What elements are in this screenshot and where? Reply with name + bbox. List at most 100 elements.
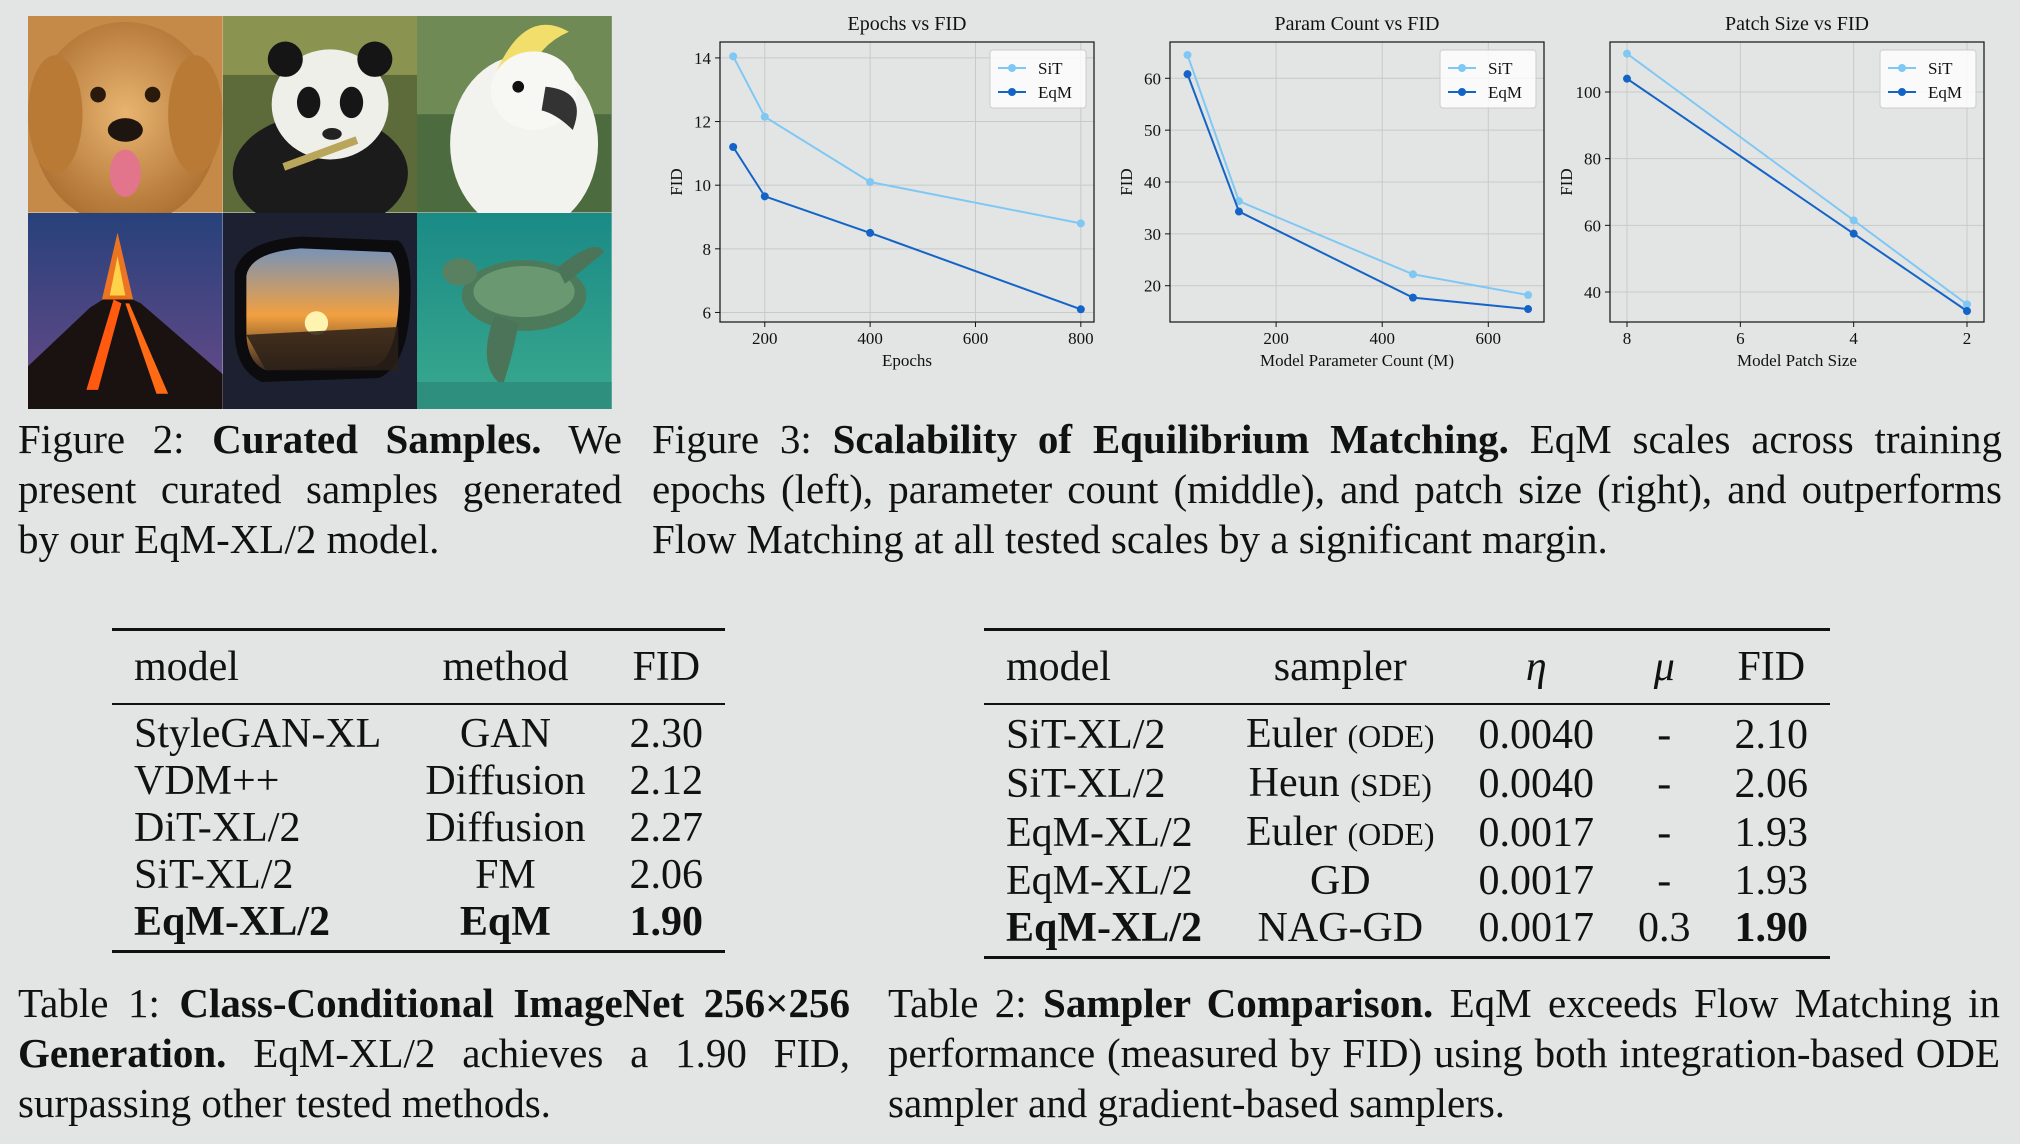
legend-marker — [1458, 64, 1466, 72]
legend-entry: SiT — [1488, 59, 1513, 78]
data-point-sit — [1234, 197, 1243, 206]
plot-frame — [719, 41, 1095, 323]
table-row: StyleGAN-XL GAN 2.30 — [112, 704, 725, 758]
x-tick-label: 8 — [1623, 329, 1632, 348]
sample-image-car-mirror — [222, 212, 418, 409]
chart-svg: Epochs vs FID 200 400 600 800 6 8 10 12 14 Epochs F… — [667, 13, 1095, 370]
x-axis-label: Model Patch Size — [1737, 351, 1857, 370]
x-axis-label: Epochs — [882, 351, 932, 370]
table-2-header-sampler: sampler — [1224, 628, 1457, 705]
sample-image-panda — [222, 16, 418, 213]
table-2-cell-eta: 0.0017 — [1478, 810, 1595, 856]
chart-svg: Patch Size vs FID 8 6 4 2 40 60 80 100 Model Patc… — [1557, 13, 1985, 370]
table-1-cell-fid: 2.27 — [629, 805, 704, 851]
x-tick-label: 400 — [857, 329, 883, 348]
x-tick-label: 4 — [1849, 329, 1858, 348]
data-point-sit — [866, 178, 875, 186]
legend-marker — [1458, 88, 1466, 96]
table-row-best: EqM-XL/2 NAG-GD 0.0017 0.3 1.90 — [984, 905, 1831, 959]
table-2-cell-model: EqM-XL/2 — [1006, 810, 1193, 856]
table-1-body: EqM-XL/2 achieves a 1.90 FID, surpassing… — [18, 1030, 850, 1126]
table-1-cell-model: EqM-XL/2 — [112, 899, 404, 953]
table-1-header-fid: FID — [607, 628, 726, 705]
chart-title: Epochs vs FID — [848, 13, 967, 35]
data-point-eqm — [1623, 74, 1631, 83]
table-1-cell-method: FM — [475, 852, 536, 898]
data-point-eqm — [1524, 305, 1533, 314]
data-point-eqm — [1963, 307, 1971, 315]
y-tick-label: 60 — [1584, 216, 1601, 235]
table-2-cell-mu: - — [1657, 761, 1672, 807]
y-tick-label: 60 — [1144, 69, 1161, 88]
table-1-header-row: model method FID — [112, 628, 726, 705]
table-row: EqM-XL/2 GD 0.0017 - 1.93 — [984, 858, 1830, 905]
table-2-cell-eta: 0.0017 — [1456, 905, 1617, 959]
table-2-label: Table 2: — [888, 980, 1027, 1026]
data-point-eqm — [866, 228, 875, 237]
x-tick-label: 800 — [1068, 329, 1094, 348]
data-point-eqm — [1076, 305, 1085, 314]
table-2-cell-fid: 1.90 — [1712, 905, 1831, 959]
sampler-name: Euler — [1246, 711, 1337, 757]
table-1-caption: Table 1: Class-Conditional ImageNet 256×… — [18, 978, 850, 1128]
table-2-cell-fid: 2.06 — [1734, 761, 1809, 807]
table-row: SiT-XL/2 Euler (ODE) 0.0040 - 2.10 — [984, 704, 1830, 760]
table-2-cell-eta: 0.0017 — [1478, 858, 1595, 904]
table-2: model sampler η μ FID SiT-XL/2 Euler (OD… — [984, 628, 1831, 959]
table-2-caption: Table 2: Sampler Comparison. EqM exceeds… — [888, 978, 2000, 1128]
table-1-cell-fid: 2.30 — [629, 711, 704, 757]
series-line-sit — [1186, 54, 1529, 297]
data-point-sit — [1183, 50, 1192, 59]
figure-3-title: Scalability of Equilibrium Matching. — [832, 416, 1509, 462]
x-tick-label: 600 — [963, 329, 989, 348]
table-1: model method FID StyleGAN-XL GAN 2.30 VD… — [112, 628, 726, 953]
data-point-eqm — [1408, 293, 1417, 302]
y-tick-label: 14 — [694, 49, 712, 68]
legend-marker — [1898, 64, 1906, 72]
data-point-eqm — [760, 192, 769, 201]
chart-patch-size-vs-fid: Patch Size vs FID 8 6 4 2 40 60 80 100 Model Patc… — [1552, 8, 1992, 398]
table-2-header-fid: FID — [1712, 628, 1831, 705]
data-point-eqm — [1849, 229, 1858, 238]
legend-marker — [1008, 64, 1016, 72]
y-tick-label: 12 — [694, 113, 711, 132]
table-2-cell-fid: 1.93 — [1734, 810, 1809, 856]
data-point-sit — [1524, 291, 1533, 300]
table-2-cell-mu: - — [1657, 858, 1672, 904]
table-2-cell-model: EqM-XL/2 — [1006, 858, 1193, 904]
sample-image-cockatoo — [417, 16, 612, 213]
chart-title: Patch Size vs FID — [1725, 13, 1869, 35]
curated-samples-grid — [28, 16, 612, 409]
data-point-sit — [1963, 300, 1971, 309]
figure-3-label: Figure 3: — [652, 416, 812, 462]
y-axis-label: FID — [1557, 168, 1576, 195]
x-tick-label: 400 — [1369, 329, 1395, 348]
legend-entry: EqM — [1488, 83, 1522, 102]
sampler-type: (ODE) — [1347, 718, 1435, 754]
table-2-cell-model: SiT-XL/2 — [1006, 761, 1166, 807]
legend-marker — [1898, 88, 1906, 96]
legend-entry: SiT — [1928, 59, 1953, 78]
legend-entry: EqM — [1928, 83, 1962, 102]
table-2-cell-mu: - — [1657, 712, 1672, 758]
plot-frame — [1169, 41, 1545, 323]
table-2-cell-model: EqM-XL/2 — [984, 905, 1225, 959]
figure-3-body: EqM scales across training epochs (left)… — [652, 416, 2003, 562]
table-1-header-model: model — [112, 628, 404, 705]
sample-image-sea-turtle — [417, 212, 612, 409]
data-point-sit — [729, 52, 738, 61]
y-tick-label: 80 — [1584, 150, 1601, 169]
table-1-cell-model: SiT-XL/2 — [134, 852, 294, 898]
figure-2-caption: Figure 2: Curated Samples. We present cu… — [18, 414, 622, 564]
chart-epochs-vs-fid: Epochs vs FID 200 400 600 800 6 8 10 12 14 Epochs F… — [662, 8, 1102, 398]
table-2-cell-mu: 0.3 — [1616, 905, 1713, 959]
data-point-sit — [1408, 270, 1417, 279]
table-row: SiT-XL/2 Heun (SDE) 0.0040 - 2.06 — [984, 760, 1830, 809]
table-row-best: EqM-XL/2 EqM 1.90 — [112, 899, 726, 953]
y-tick-label: 8 — [703, 240, 712, 259]
table-1-cell-model: DiT-XL/2 — [134, 805, 301, 851]
x-tick-label: 600 — [1476, 329, 1502, 348]
data-point-sit — [760, 112, 769, 121]
figure-3-caption: Figure 3: Scalability of Equilibrium Mat… — [652, 414, 2002, 564]
table-2-header-row: model sampler η μ FID — [984, 628, 1831, 705]
